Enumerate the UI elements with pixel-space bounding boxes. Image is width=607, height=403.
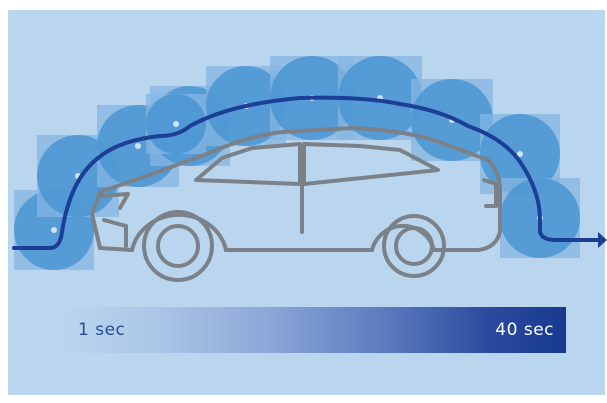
car-outline-icon bbox=[90, 126, 502, 282]
car-taillight bbox=[482, 178, 498, 208]
car-body-outline bbox=[90, 126, 502, 252]
particle-cloud-core bbox=[51, 227, 57, 233]
particle-cloud-core bbox=[173, 121, 179, 127]
time-scale-bar: 1 sec 40 sec bbox=[62, 307, 566, 353]
time-end-label: 40 sec bbox=[495, 320, 554, 340]
particle-cloud-core bbox=[517, 151, 523, 157]
car-headlight bbox=[98, 192, 130, 210]
time-scale-gradient bbox=[62, 307, 566, 353]
particle-cloud-core bbox=[135, 143, 141, 149]
car-bumper-line bbox=[102, 218, 128, 248]
front-wheel bbox=[142, 210, 214, 282]
car-windows bbox=[194, 142, 440, 186]
airflow-path bbox=[12, 95, 607, 250]
particle-cloud-icon bbox=[338, 56, 422, 140]
rear-wheel bbox=[382, 214, 446, 278]
airflow-path-icon bbox=[12, 95, 600, 250]
time-start-label: 1 sec bbox=[78, 320, 126, 340]
car-front-arch bbox=[130, 213, 228, 252]
arrow-right-icon bbox=[598, 232, 607, 248]
